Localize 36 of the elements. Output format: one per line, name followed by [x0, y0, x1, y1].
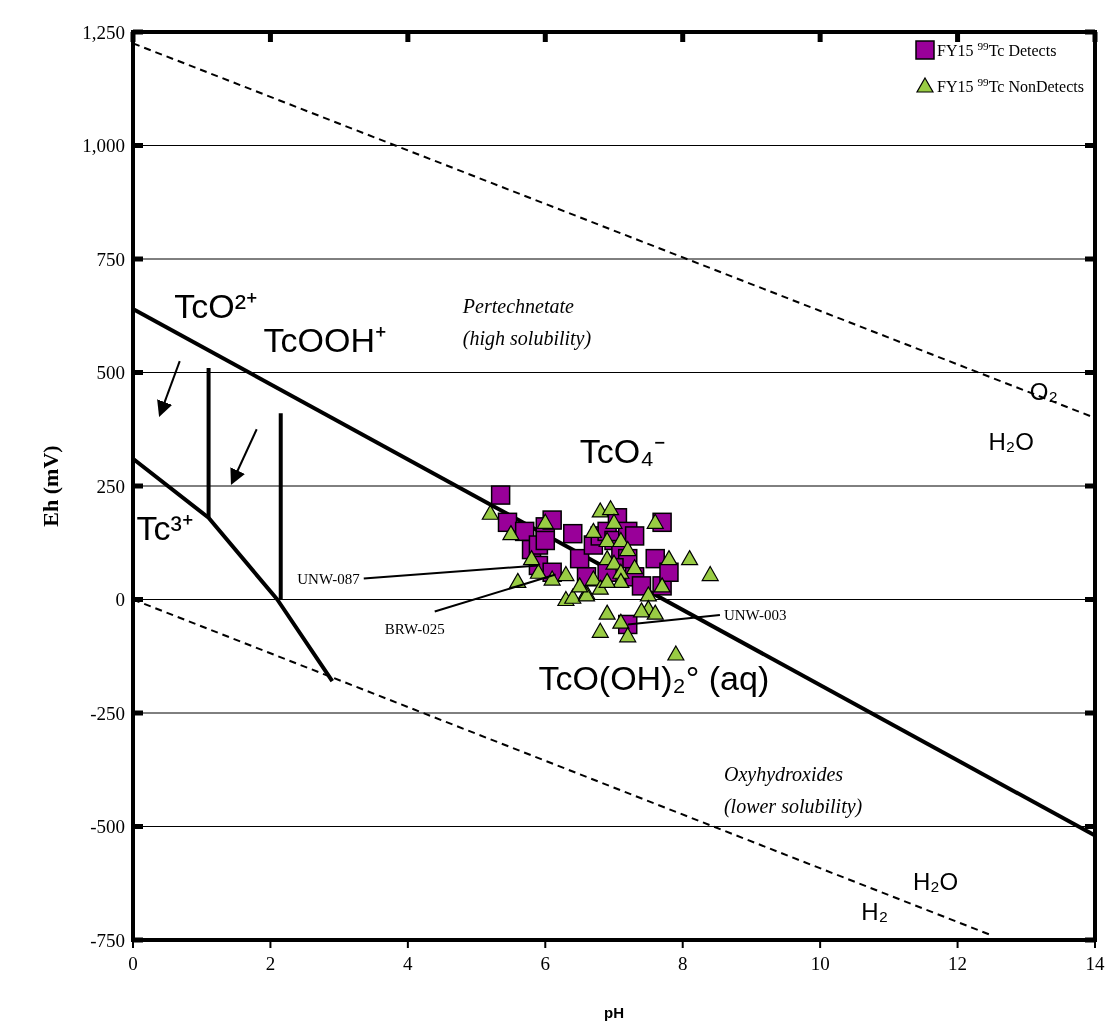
x-tick-label: 14 [1085, 953, 1105, 974]
y-tick-label: 500 [96, 362, 125, 384]
annotation: Oxyhydroxides [723, 763, 844, 787]
annotation: H₂ [861, 897, 889, 925]
annotation: TcO(OH)₂° (aq) [538, 659, 770, 698]
annotation: UNW-087 [297, 570, 361, 587]
annotation: TcO₄⁻ [579, 432, 665, 471]
y-tick-label: -250 [90, 702, 125, 724]
y-tick-label: 250 [96, 475, 125, 497]
annotation: (high solubility) [462, 327, 592, 351]
annotation: H₂O [988, 427, 1034, 455]
x-tick-label: 2 [265, 953, 276, 974]
annotation: H₂O [912, 868, 959, 896]
annotation: BRW-025 [384, 620, 445, 637]
y-tick-label: -500 [90, 816, 125, 838]
legend-label: FY15 $^{99}$Tc Detects [937, 39, 1057, 59]
y-tick-label: -750 [90, 929, 125, 951]
annotation: (lower solubility) [723, 794, 863, 818]
y-tick-label: 1,250 [82, 21, 125, 43]
annotation: Tc³⁺ [136, 509, 193, 548]
legend-label: FY15 $^{99}$Tc NonDetects [937, 75, 1084, 95]
y-tick-label: 750 [96, 248, 125, 270]
y-tick-label: 0 [115, 589, 125, 611]
annotation: TcOOH⁺ [263, 321, 387, 360]
x-tick-label: 8 [677, 953, 688, 974]
annotation: UNW-003 [723, 606, 787, 623]
x-tick-label: 12 [948, 953, 968, 974]
x-tick-label: 4 [403, 953, 414, 974]
x-axis-title: pH [604, 1004, 624, 1021]
x-tick-label: 10 [810, 953, 830, 974]
y-tick-label: 1,000 [82, 135, 125, 157]
x-tick-label: 6 [540, 953, 551, 974]
x-tick-label: 0 [128, 953, 138, 974]
annotation: Pertechnetate [461, 295, 575, 318]
annotation: TcO²⁺ [174, 287, 258, 326]
y-axis-title: Eh (mV) [38, 445, 63, 527]
